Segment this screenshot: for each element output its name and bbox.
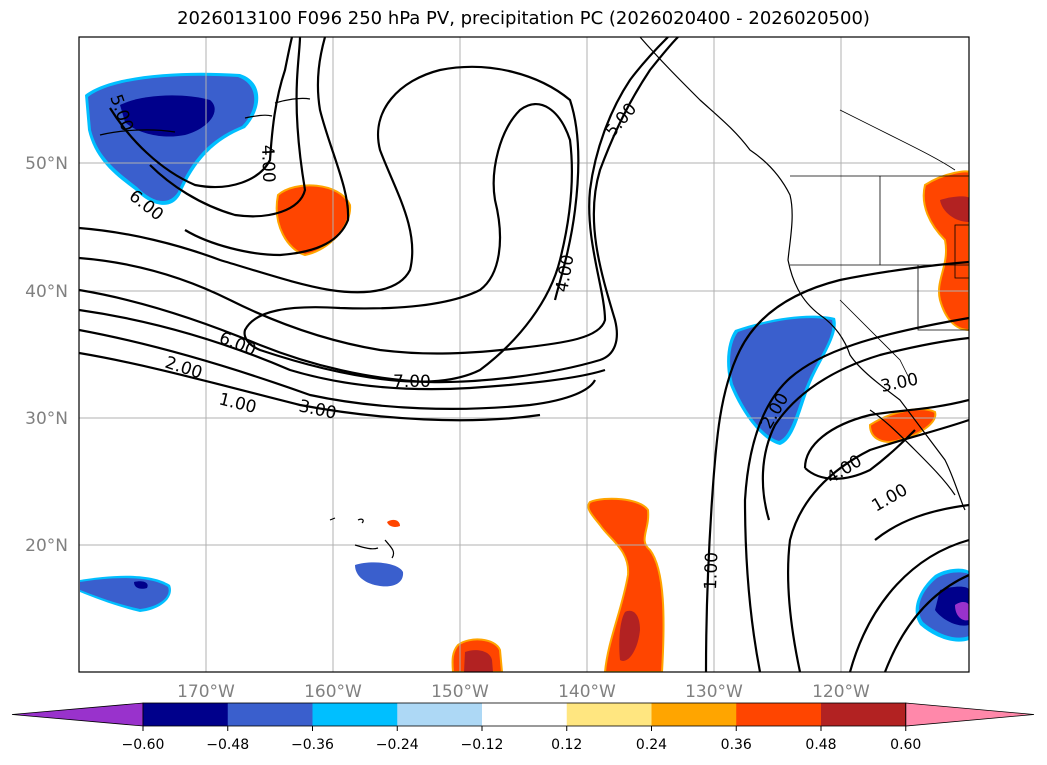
colorbar-segment xyxy=(736,703,822,726)
colorbar-extend-low xyxy=(11,702,144,727)
contour-label: 1.00 xyxy=(869,480,912,516)
positive-precip-areas xyxy=(275,170,969,672)
precip-blob xyxy=(80,578,169,609)
contour-label: 6.00 xyxy=(216,328,259,361)
precip-blob xyxy=(587,497,665,672)
precip-blob xyxy=(275,184,352,257)
colorbar-segment xyxy=(651,703,737,726)
map-panel: 5.00 4.00 6.00 6.00 2.00 1.00 3.00 7.00 … xyxy=(79,37,969,672)
contour-label: 3.00 xyxy=(297,396,338,423)
colorbar-tick-label: 0.60 xyxy=(890,737,921,753)
precip-blob xyxy=(940,196,969,222)
precip-blob xyxy=(619,610,640,661)
colorbar-tick-label: 0.36 xyxy=(721,737,752,753)
colorbar-tick-label: 0.48 xyxy=(805,737,836,753)
precip-blob xyxy=(120,95,215,137)
colorbar-segment xyxy=(821,703,907,726)
precip-blob xyxy=(355,562,404,587)
contour-label: 4.00 xyxy=(552,253,578,294)
lon-label: 120°W xyxy=(812,682,870,702)
colorbar: −0.60 −0.48 −0.36 −0.24 −0.12 0.12 0.24 0.36 0.4… xyxy=(11,702,1035,753)
pv-contours xyxy=(79,37,969,672)
precip-blob xyxy=(730,318,833,441)
lat-label: 30°N xyxy=(25,409,68,429)
colorbar-tick-label: −0.48 xyxy=(206,737,249,753)
colorbar-tick-label: 0.12 xyxy=(551,737,582,753)
precip-blob xyxy=(134,581,148,589)
colorbar-tick-label: −0.24 xyxy=(376,737,419,753)
lat-label: 50°N xyxy=(25,154,68,174)
lon-label: 130°W xyxy=(685,682,743,702)
colorbar-segment xyxy=(143,703,229,726)
contour-label: 4.00 xyxy=(257,144,278,183)
latitude-labels: 50°N 40°N 30°N 20°N xyxy=(25,154,68,556)
colorbar-tick-label: −0.36 xyxy=(291,737,334,753)
colorbar-segment xyxy=(227,703,313,726)
contour-label: 5.00 xyxy=(602,99,642,141)
colorbar-frame xyxy=(142,702,907,727)
chart-title: 2026013100 F096 250 hPa PV, precipitatio… xyxy=(177,8,870,29)
colorbar-extend-high xyxy=(905,702,1035,727)
coastlines xyxy=(99,37,969,559)
colorbar-segment xyxy=(312,703,398,726)
contour-label: 3.00 xyxy=(879,369,920,396)
map-gridlines xyxy=(79,37,969,672)
lon-label: 150°W xyxy=(431,682,489,702)
map-frame xyxy=(78,36,970,673)
precip-blob xyxy=(922,170,969,332)
negative-precip-areas xyxy=(80,72,969,642)
colorbar-segment xyxy=(397,703,483,726)
precip-blob xyxy=(955,602,969,621)
lat-label: 20°N xyxy=(25,536,68,556)
colorbar-tick-label: −0.60 xyxy=(122,737,165,753)
contour-label: 7.00 xyxy=(393,372,431,392)
lon-label: 160°W xyxy=(304,682,362,702)
longitude-labels: 170°W 160°W 150°W 140°W 130°W 120°W xyxy=(177,682,870,702)
colorbar-segment xyxy=(482,703,568,726)
contour-label: 1.00 xyxy=(701,552,722,591)
colorbar-tick-label: 0.24 xyxy=(636,737,667,753)
contour-label: 2.00 xyxy=(162,353,204,384)
precip-blob xyxy=(464,650,493,672)
colorbar-segment xyxy=(566,703,652,726)
precip-blob xyxy=(387,519,400,527)
lat-label: 40°N xyxy=(25,282,68,302)
colorbar-tick-label: −0.12 xyxy=(461,737,504,753)
lon-label: 170°W xyxy=(177,682,235,702)
lon-label: 140°W xyxy=(558,682,616,702)
